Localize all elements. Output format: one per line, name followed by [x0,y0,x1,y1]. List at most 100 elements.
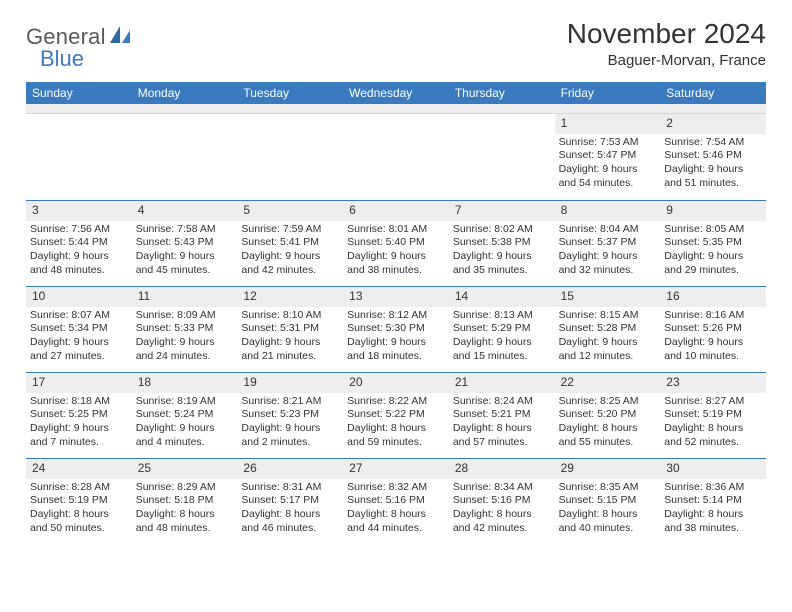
day-cell: 18Sunrise: 8:19 AMSunset: 5:24 PMDayligh… [132,372,238,458]
sunrise-text: Sunrise: 8:32 AM [347,481,445,495]
weekday-header: Saturday [660,82,766,104]
day-cell: 3Sunrise: 7:56 AMSunset: 5:44 PMDaylight… [26,200,132,286]
sunset-text: Sunset: 5:21 PM [453,408,551,422]
sunrise-text: Sunrise: 8:25 AM [559,395,657,409]
weekday-header: Friday [555,82,661,104]
sunset-text: Sunset: 5:19 PM [664,408,762,422]
day-cell: 30Sunrise: 8:36 AMSunset: 5:14 PMDayligh… [660,458,766,544]
sunrise-text: Sunrise: 8:28 AM [30,481,128,495]
day-cell [132,114,238,200]
sunrise-text: Sunrise: 8:05 AM [664,223,762,237]
day-number: 19 [237,372,343,393]
day-number: 1 [555,114,661,134]
day-number: 12 [237,286,343,307]
sunrise-text: Sunrise: 8:19 AM [136,395,234,409]
daylight-text: Daylight: 8 hours and 40 minutes. [559,508,657,535]
sunset-text: Sunset: 5:18 PM [136,494,234,508]
day-cell [237,114,343,200]
weekday-header: Tuesday [237,82,343,104]
daylight-text: Daylight: 8 hours and 52 minutes. [664,422,762,449]
daylight-text: Daylight: 8 hours and 57 minutes. [453,422,551,449]
calendar-grid: SundayMondayTuesdayWednesdayThursdayFrid… [26,82,766,544]
day-number: 6 [343,200,449,221]
sunrise-text: Sunrise: 8:24 AM [453,395,551,409]
daylight-text: Daylight: 9 hours and 7 minutes. [30,422,128,449]
sunrise-text: Sunrise: 8:15 AM [559,309,657,323]
daylight-text: Daylight: 9 hours and 35 minutes. [453,250,551,277]
sunrise-text: Sunrise: 8:10 AM [241,309,339,323]
sunset-text: Sunset: 5:34 PM [30,322,128,336]
daylight-text: Daylight: 9 hours and 51 minutes. [664,163,762,190]
day-number: 13 [343,286,449,307]
daylight-text: Daylight: 9 hours and 15 minutes. [453,336,551,363]
daylight-text: Daylight: 9 hours and 24 minutes. [136,336,234,363]
day-cell: 22Sunrise: 8:25 AMSunset: 5:20 PMDayligh… [555,372,661,458]
sunrise-text: Sunrise: 8:13 AM [453,309,551,323]
day-cell: 26Sunrise: 8:31 AMSunset: 5:17 PMDayligh… [237,458,343,544]
sunset-text: Sunset: 5:26 PM [664,322,762,336]
sunset-text: Sunset: 5:43 PM [136,236,234,250]
sunset-text: Sunset: 5:35 PM [664,236,762,250]
sunset-text: Sunset: 5:14 PM [664,494,762,508]
day-cell: 10Sunrise: 8:07 AMSunset: 5:34 PMDayligh… [26,286,132,372]
week-row: 1Sunrise: 7:53 AMSunset: 5:47 PMDaylight… [26,114,766,200]
sunrise-text: Sunrise: 8:29 AM [136,481,234,495]
week-row: 24 Sunrise: 8:28 AMSunset: 5:19 PM Dayligh… [26,458,766,544]
sunset-text: Sunset: 5:16 PM [347,494,445,508]
logo: General Blue [26,18,132,72]
daylight-text: Daylight: 8 hours and 48 minutes. [136,508,234,535]
sunset-text: Sunset: 5:16 PM [453,494,551,508]
page-subtitle: Baguer-Morvan, France [567,52,766,69]
weekday-header: Sunday [26,82,132,104]
day-number: 18 [132,372,238,393]
day-cell [26,114,132,200]
day-cell: 25 Sunrise: 8:29 AMSunset: 5:18 PMDayligh… [132,458,238,544]
day-number: 27 [343,458,449,479]
day-number: 15 [555,286,661,307]
day-cell: 12Sunrise: 8:10 AMSunset: 5:31 PMDayligh… [237,286,343,372]
day-number: 24 [26,458,132,479]
day-cell: 6 Sunrise: 8:01 AMSunset: 5:40 PMDaylight… [343,200,449,286]
sunrise-text: Sunrise: 7:54 AM [664,136,762,150]
sunset-text: Sunset: 5:19 PM [30,494,128,508]
daylight-text: Daylight: 9 hours and 45 minutes. [136,250,234,277]
sunset-text: Sunset: 5:15 PM [559,494,657,508]
sunrise-text: Sunrise: 8:04 AM [559,223,657,237]
sunrise-text: Sunrise: 8:02 AM [453,223,551,237]
day-number: 25 [132,458,238,479]
sunset-text: Sunset: 5:17 PM [241,494,339,508]
day-cell: 27Sunrise: 8:32 AMSunset: 5:16 PMDayligh… [343,458,449,544]
sunrise-text: Sunrise: 7:58 AM [136,223,234,237]
sunset-text: Sunset: 5:20 PM [559,408,657,422]
day-cell: 29Sunrise: 8:35 AMSunset: 5:15 PMDayligh… [555,458,661,544]
day-number: 30 [660,458,766,479]
day-number: 10 [26,286,132,307]
sunrise-text: Sunrise: 8:12 AM [347,309,445,323]
week-row: 3Sunrise: 7:56 AMSunset: 5:44 PMDaylight… [26,200,766,286]
day-cell: 4Sunrise: 7:58 AMSunset: 5:43 PMDaylight… [132,200,238,286]
day-cell: 21 Sunrise: 8:24 AMSunset: 5:21 PMDayligh… [449,372,555,458]
sunset-text: Sunset: 5:40 PM [347,236,445,250]
sunrise-text: Sunrise: 8:09 AM [136,309,234,323]
sunset-text: Sunset: 5:25 PM [30,408,128,422]
daylight-text: Daylight: 9 hours and 27 minutes. [30,336,128,363]
sunset-text: Sunset: 5:41 PM [241,236,339,250]
day-cell: 16Sunrise: 8:16 AMSunset: 5:26 PMDayligh… [660,286,766,372]
day-number: 21 [449,372,555,393]
sunset-text: Sunset: 5:37 PM [559,236,657,250]
sunrise-text: Sunrise: 8:01 AM [347,223,445,237]
daylight-text: Daylight: 9 hours and 42 minutes. [241,250,339,277]
daylight-text: Daylight: 9 hours and 38 minutes. [347,250,445,277]
daylight-text: Daylight: 9 hours and 32 minutes. [559,250,657,277]
day-cell: 14Sunrise: 8:13 AMSunset: 5:29 PMDayligh… [449,286,555,372]
day-number: 20 [343,372,449,393]
day-number: 8 [555,200,661,221]
day-number: 11 [132,286,238,307]
daylight-text: Daylight: 9 hours and 4 minutes. [136,422,234,449]
daylight-text: Daylight: 8 hours and 59 minutes. [347,422,445,449]
day-number: 22 [555,372,661,393]
day-cell: 2Sunrise: 7:54 AMSunset: 5:46 PMDaylight… [660,114,766,200]
sunset-text: Sunset: 5:46 PM [664,149,762,163]
daylight-text: Daylight: 9 hours and 2 minutes. [241,422,339,449]
sunrise-text: Sunrise: 7:56 AM [30,223,128,237]
